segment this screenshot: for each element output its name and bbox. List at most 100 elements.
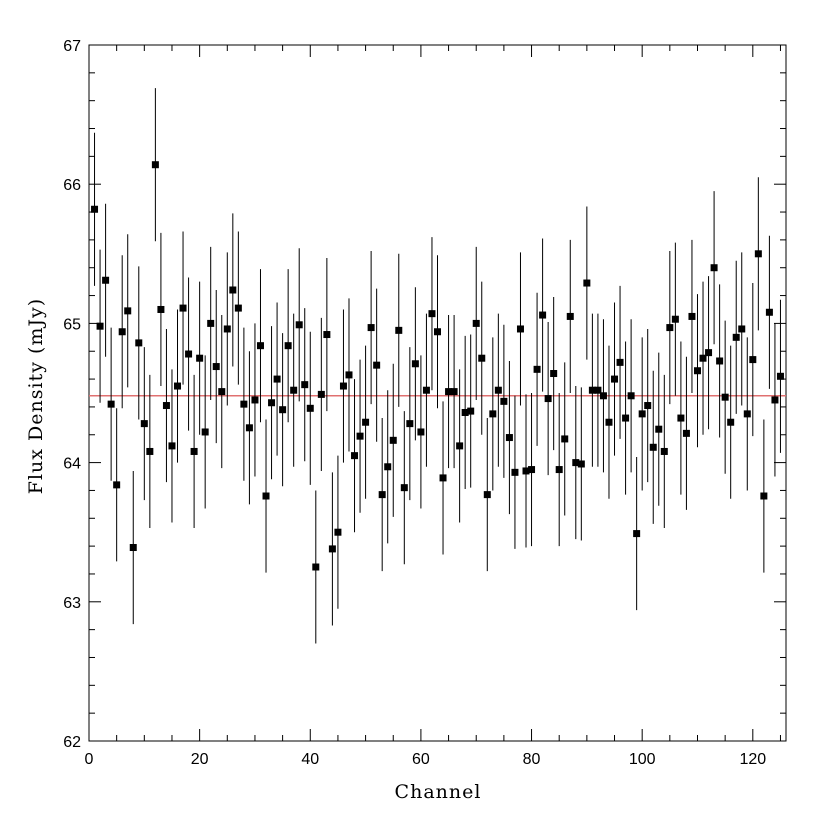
x-tick-label: 60 [412, 751, 430, 768]
data-point [450, 388, 458, 396]
data-point [406, 420, 414, 428]
data-point [140, 420, 148, 428]
data-point [516, 325, 524, 333]
data-point [373, 361, 381, 369]
data-point [627, 392, 635, 400]
data-point [583, 279, 591, 287]
x-tick-label: 0 [85, 751, 94, 768]
data-point [323, 331, 331, 339]
data-point [682, 429, 690, 437]
data-point [721, 393, 729, 401]
data-point [494, 386, 502, 394]
data-point [256, 342, 264, 350]
data-point [218, 388, 226, 396]
data-point [445, 388, 453, 396]
x-tick-label: 40 [301, 751, 319, 768]
data-point [727, 418, 735, 426]
data-point [201, 428, 209, 436]
data-point [151, 161, 159, 169]
data-point [306, 404, 314, 412]
data-point [511, 468, 519, 476]
data-point [693, 367, 701, 375]
data-point [544, 395, 552, 403]
data-point [107, 400, 115, 408]
data-point [334, 528, 342, 536]
data-point [422, 386, 430, 394]
data-point [124, 307, 132, 315]
data-point [312, 563, 320, 571]
data-point [395, 326, 403, 334]
data-point [434, 328, 441, 336]
data-point [279, 406, 287, 414]
data-point [102, 276, 110, 284]
data-point [234, 304, 242, 312]
data-point [118, 328, 126, 336]
data-point [754, 250, 762, 258]
data-point [301, 381, 309, 389]
data-point [594, 386, 602, 394]
data-point [483, 491, 491, 499]
y-tick-label: 63 [63, 595, 81, 612]
data-point [113, 481, 121, 489]
plot-area: 0 20 40 60 80 100 120 62 63 64 65 66 67 [63, 38, 787, 768]
data-point [456, 442, 464, 450]
data-point [174, 382, 182, 390]
data-point [146, 447, 154, 455]
data-point [196, 354, 204, 362]
data-point [362, 418, 370, 426]
data-point [461, 408, 469, 416]
data-point [572, 459, 580, 467]
data-point [505, 434, 513, 442]
data-point [273, 375, 281, 383]
data-point [378, 491, 386, 499]
data-point [185, 350, 193, 358]
data-point [771, 396, 779, 404]
data-point [162, 402, 170, 410]
data-point [229, 286, 237, 294]
y-tick-label: 65 [63, 316, 81, 333]
data-point [190, 447, 198, 455]
data-point [467, 407, 475, 415]
data-point [528, 466, 536, 474]
data-point [588, 386, 596, 394]
data-point [522, 467, 530, 475]
data-point [157, 305, 165, 313]
data-point [649, 443, 657, 451]
y-tick-label: 64 [63, 456, 81, 473]
data-point [555, 466, 563, 474]
data-point [765, 308, 773, 316]
data-point [428, 310, 436, 318]
data-point [351, 452, 359, 460]
data-point [500, 397, 508, 405]
data-point [616, 358, 624, 366]
data-point [566, 312, 574, 320]
data-point [633, 530, 641, 538]
data-point [644, 402, 652, 410]
data-point [478, 354, 486, 362]
data-point [705, 349, 713, 357]
data-point [710, 264, 718, 272]
data-point [655, 425, 663, 433]
data-point [472, 319, 480, 327]
data-point [599, 392, 607, 400]
data-point [389, 436, 397, 444]
data-point [384, 463, 392, 471]
data-point [245, 424, 253, 432]
data-point [295, 321, 303, 329]
x-tick-label: 80 [523, 751, 541, 768]
data-point [290, 386, 298, 394]
data-point [611, 375, 619, 383]
data-point [699, 354, 707, 362]
data-point [135, 339, 143, 347]
data-point [743, 410, 751, 418]
x-tick-label: 120 [739, 751, 766, 768]
data-point [367, 324, 375, 332]
data-point [212, 363, 220, 371]
data-point [262, 492, 270, 500]
data-point [417, 428, 425, 436]
x-axis-label: Channel [395, 781, 482, 803]
y-axis-label: Flux Density (mJy) [25, 298, 47, 494]
data-point [671, 315, 679, 323]
data-point [96, 322, 104, 330]
